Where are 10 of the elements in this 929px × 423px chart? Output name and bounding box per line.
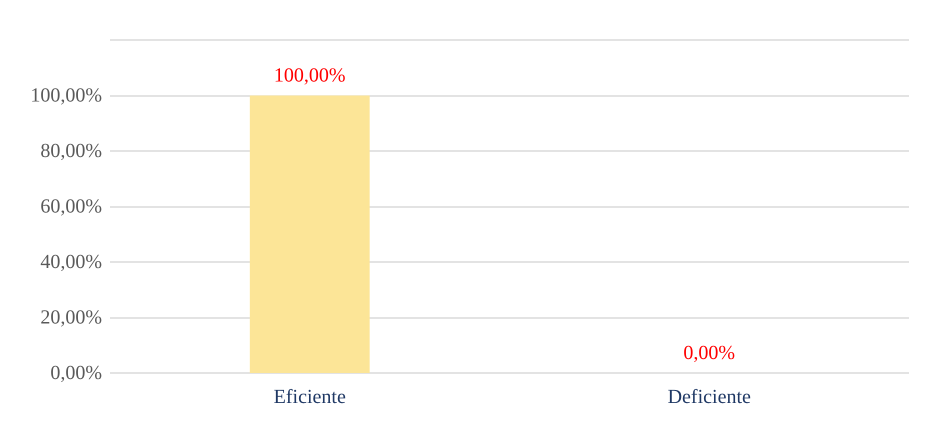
y-tick-label: 80,00% bbox=[40, 140, 102, 162]
y-tick-label: 0,00% bbox=[50, 362, 102, 384]
y-tick-label: 60,00% bbox=[40, 196, 102, 218]
y-tick-label: 40,00% bbox=[40, 251, 102, 273]
x-tick-label: Eficiente bbox=[274, 386, 346, 408]
data-label: 0,00% bbox=[683, 342, 736, 364]
y-tick-label: 100,00% bbox=[30, 84, 102, 106]
data-label: 100,00% bbox=[274, 64, 346, 86]
y-tick-label: 20,00% bbox=[40, 306, 102, 328]
x-tick-label: Deficiente bbox=[668, 386, 752, 408]
